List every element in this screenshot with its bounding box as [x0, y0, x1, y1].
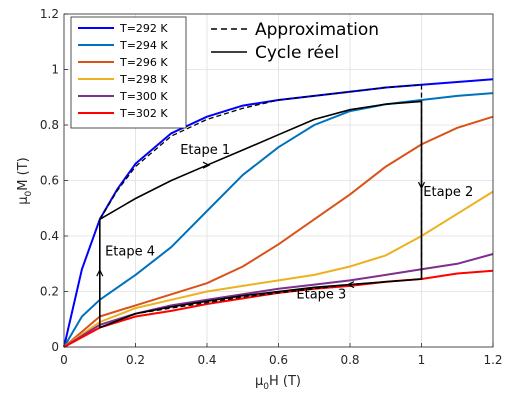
arrow-layer [96, 161, 426, 289]
legend-label: T=300 K [119, 90, 168, 103]
y-tick-label: 0 [51, 340, 59, 354]
legend-box [70, 16, 187, 129]
x-tick-label: 0.8 [340, 353, 359, 367]
legend-label: Approximation [255, 20, 379, 40]
x-tick-label: 0.4 [197, 353, 216, 367]
y-tick-label: 0.6 [40, 174, 59, 188]
x-tick-label: 0.2 [126, 353, 145, 367]
y-tick-label: 0.8 [40, 118, 59, 132]
cycle-arrow [202, 161, 211, 169]
y-tick-label: 0.4 [40, 229, 59, 243]
legend-label: T=298 K [119, 73, 168, 86]
cycle-arrow [346, 281, 355, 289]
x-tick-label: 1 [418, 353, 426, 367]
cycle-line [99, 100, 423, 329]
legend-label: T=294 K [119, 39, 168, 52]
y-tick-label: 0.2 [40, 285, 59, 299]
annotation: Etape 2 [423, 185, 473, 200]
annotation: Etape 3 [296, 287, 346, 302]
x-tick-label: 0 [60, 353, 68, 367]
legend-label: T=296 K [119, 56, 168, 69]
ticks: 0 0.2 0.4 0.6 0.8 1 1.2 0 0.2 0.4 0.6 0.8 1 1.2 [40, 7, 503, 367]
x-tick-label: 1.2 [483, 353, 502, 367]
series-line [63, 92, 494, 348]
cycle-layer [99, 84, 423, 329]
annotation-layer: Etape 1 Etape 2 Etape 3 Etape 4 [105, 143, 473, 302]
legend-label: Cycle réel [255, 43, 339, 63]
legend-label: T=302 K [119, 107, 168, 120]
cycle-arrow [417, 181, 426, 190]
legend: T=292 K T=294 K T=296 K T=298 K T=300 K T=302… [70, 16, 187, 129]
x-tick-label: 0.6 [269, 353, 288, 367]
legend-cycle: Approximation Cycle réel [211, 20, 379, 63]
cycle-arrow [96, 268, 104, 277]
y-tick-label: 1.2 [40, 7, 59, 21]
annotation: Etape 1 [180, 143, 230, 158]
annotation: Etape 4 [105, 244, 155, 259]
legend-label: T=292 K [119, 22, 168, 35]
y-axis-label: μ0M (T) [16, 157, 34, 204]
x-axis-label: μ0H (T) [255, 374, 301, 392]
y-tick-label: 1 [51, 63, 59, 77]
